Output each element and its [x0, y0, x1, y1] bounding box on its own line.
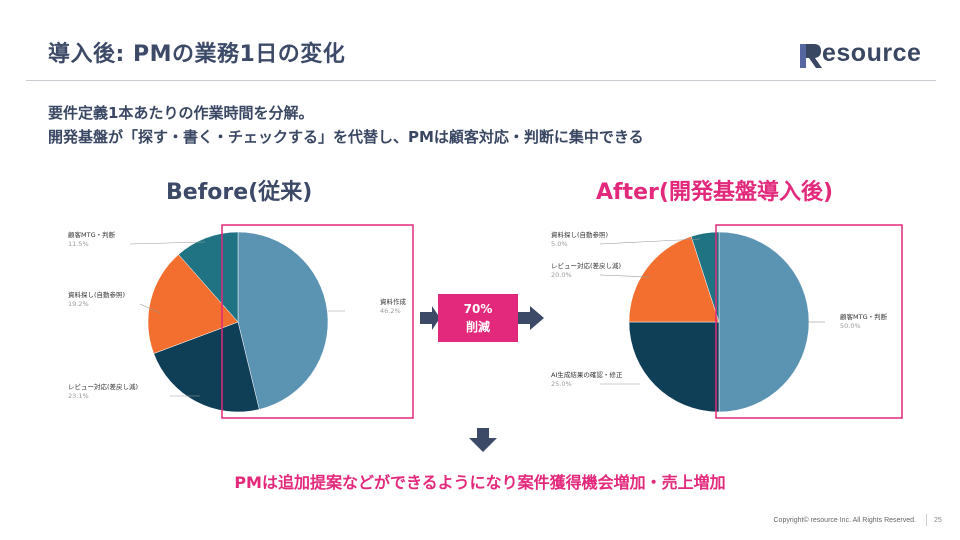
reduction-label: 削減	[465, 320, 490, 334]
conclusion-text: PMは追加提案などができるようになり案件獲得機会増加・売上増加	[234, 473, 726, 492]
right-arrow-icon	[518, 306, 544, 330]
lead-line-1: 要件定義1本あたりの作業時間を分解。	[48, 104, 314, 122]
leader-line	[139, 303, 161, 314]
pie-slice	[628, 321, 720, 413]
pie-slice	[237, 231, 329, 410]
slice-label: 顧客MTG・判断	[68, 230, 116, 239]
slice-label: 顧客MTG・判断	[840, 312, 888, 321]
reduction-percent: 70%	[463, 302, 493, 316]
leader-line	[599, 238, 701, 245]
slice-label: 資料作成	[380, 297, 407, 306]
slice-label: 資料探し(自動参照)	[551, 230, 608, 239]
resource-logo-icon	[800, 44, 822, 68]
leader-line	[129, 241, 206, 245]
pie-slice	[178, 231, 239, 323]
slice-percent: 11.5%	[68, 240, 89, 248]
page-number: 25	[934, 517, 942, 524]
copyright-text: Copyright© resource Inc. All Rights Rese…	[773, 517, 917, 524]
footer-divider	[926, 514, 927, 526]
slice-percent: 5.0%	[551, 240, 568, 248]
page-title: 導入後: PMの業務1日の変化	[48, 42, 346, 67]
slice-label: AI生成結果の確認・修正	[551, 370, 623, 379]
logo-wordmark: esource	[822, 39, 922, 67]
after-heading: After(開発基盤導入後)	[596, 180, 833, 205]
after-highlight-frame	[715, 224, 903, 419]
slice-percent: 20.0%	[551, 271, 572, 279]
pie-slice	[718, 231, 810, 413]
slice-percent: 19.2%	[68, 300, 89, 308]
header-divider	[26, 80, 936, 81]
slice-label: レビュー対応(差戻し減)	[68, 382, 138, 391]
slice-percent: 46.2%	[380, 307, 401, 315]
slice-percent: 50.0%	[840, 322, 861, 330]
slice-label: レビュー対応(差戻し減)	[551, 261, 621, 270]
slice-percent: 25.0%	[551, 380, 572, 388]
before-heading: Before(従来)	[166, 180, 313, 205]
lead-line-2: 開発基盤が「探す・書く・チェックする」を代替し、PMは顧客対応・判断に集中できる	[48, 128, 644, 146]
pie-slice	[690, 231, 720, 323]
reduction-badge: 70% 削減	[438, 294, 518, 342]
left-arrow-icon	[420, 306, 440, 330]
down-arrow-icon	[469, 428, 497, 452]
pie-slice	[147, 254, 239, 354]
slice-label: 資料探し(自動参照)	[68, 290, 125, 299]
before-highlight-frame	[221, 224, 414, 419]
pie-slice	[153, 321, 260, 413]
slice-percent: 23.1%	[68, 392, 89, 400]
leader-line	[599, 274, 651, 278]
